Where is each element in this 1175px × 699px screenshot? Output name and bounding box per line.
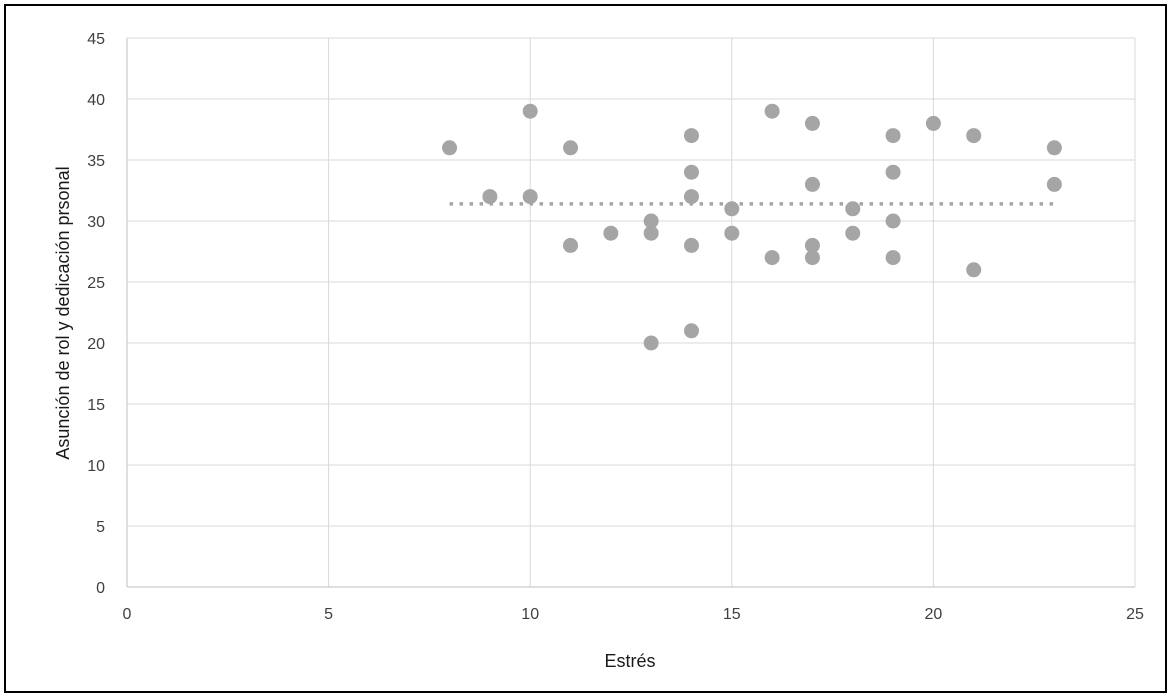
data-point <box>804 250 820 266</box>
data-point <box>925 115 941 131</box>
data-point <box>522 103 538 119</box>
data-point <box>643 335 659 351</box>
data-point <box>845 225 861 241</box>
chart-frame <box>4 4 1167 693</box>
data-point <box>764 250 780 266</box>
data-point <box>885 213 901 229</box>
gridlines <box>126 37 1136 588</box>
data-point <box>563 140 579 156</box>
data-point <box>643 213 659 229</box>
data-point <box>1046 140 1062 156</box>
data-point <box>885 250 901 266</box>
data-point <box>966 128 982 144</box>
y-tick-label: 15 <box>87 397 105 414</box>
data-point <box>522 189 538 205</box>
data-point <box>724 201 740 217</box>
x-tick-label: 10 <box>521 606 539 623</box>
data-point <box>442 140 458 156</box>
data-point <box>885 128 901 144</box>
data-point <box>683 189 699 205</box>
data-point <box>804 176 820 192</box>
y-tick-label: 5 <box>96 519 105 536</box>
data-point <box>724 225 740 241</box>
data-point <box>683 128 699 144</box>
data-point <box>966 262 982 278</box>
x-tick-label: 0 <box>123 606 132 623</box>
y-tick-label: 20 <box>87 336 105 353</box>
data-point <box>804 115 820 131</box>
y-tick-label: 25 <box>87 275 105 292</box>
data-point <box>885 164 901 180</box>
data-point <box>683 164 699 180</box>
data-point <box>845 201 861 217</box>
x-axis-title: Estrés <box>604 651 655 671</box>
data-point <box>683 237 699 253</box>
x-tick-label: 20 <box>925 606 943 623</box>
data-point <box>643 225 659 241</box>
data-points <box>442 103 1062 351</box>
y-tick-label: 10 <box>87 458 105 475</box>
y-tick-labels: 0 5 10 15 20 25 30 35 40 45 <box>87 31 105 597</box>
data-point <box>603 225 619 241</box>
y-tick-label: 45 <box>87 31 105 48</box>
y-tick-label: 30 <box>87 214 105 231</box>
y-tick-label: 35 <box>87 153 105 170</box>
data-point <box>804 237 820 253</box>
data-point <box>1046 176 1062 192</box>
data-point <box>482 189 498 205</box>
x-tick-label: 15 <box>723 606 741 623</box>
x-tick-label: 5 <box>324 606 333 623</box>
data-point <box>683 323 699 339</box>
data-point <box>563 237 579 253</box>
y-tick-label: 40 <box>87 92 105 109</box>
y-tick-label: 0 <box>96 580 105 597</box>
data-point <box>764 103 780 119</box>
x-tick-labels: 0 5 10 15 20 25 <box>123 606 1144 623</box>
y-axis-title: Asunción de rol y dedicación prsonal <box>53 166 73 459</box>
x-tick-label: 25 <box>1126 606 1144 623</box>
